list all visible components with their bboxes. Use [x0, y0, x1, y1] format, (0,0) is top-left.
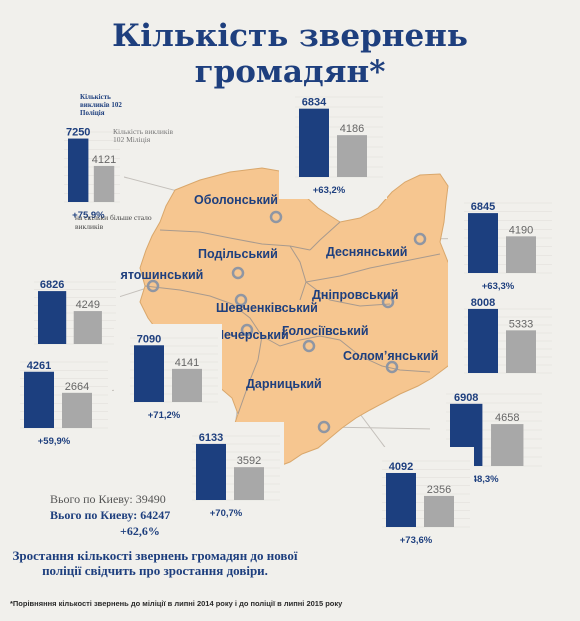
growth-label: +63,2% — [313, 185, 346, 196]
district-label: Голосіївський — [282, 324, 369, 338]
district-markers — [146, 210, 427, 434]
bar-militia — [337, 135, 367, 177]
bar-militia — [73, 311, 102, 344]
page-title: Кількість звернень громадян* — [0, 18, 580, 90]
value-label-police: 4092 — [389, 461, 413, 473]
district-bar-chart: 7090 4141 +71,2% — [114, 324, 222, 424]
bar-police — [38, 291, 67, 344]
legend-militia: Кількість викликів 102 Міліція — [113, 127, 174, 144]
value-label-militia: 4141 — [175, 357, 199, 369]
district-label: Подільський — [198, 247, 278, 261]
district-marker — [234, 293, 248, 307]
total-growth: +62,6% — [120, 524, 160, 538]
bar-police — [468, 213, 498, 273]
bar-police — [386, 472, 416, 527]
district-marker — [146, 279, 160, 293]
district-label: Шевченківський — [216, 301, 318, 315]
value-label-militia: 2664 — [65, 381, 89, 393]
value-label-police: 6834 — [302, 97, 327, 109]
district-label: Оболонський — [194, 193, 278, 207]
bar-police — [24, 371, 54, 428]
growth-label: +73,6% — [400, 535, 433, 546]
chart-background — [114, 324, 222, 424]
bar-militia — [93, 165, 115, 202]
bar-militia — [424, 495, 454, 527]
district-label: Дарницький — [246, 377, 322, 391]
value-label-police: 4261 — [27, 360, 51, 372]
total-police: Вього по Киеву: 64247 — [50, 508, 171, 522]
district-bar-chart: 4092 2356 +73,6% — [366, 447, 474, 549]
district-marker — [231, 266, 245, 280]
bar-militia — [234, 467, 264, 500]
legend-police: Кількість викликів 102 Поліція — [80, 93, 122, 117]
growth-label: +59,9% — [38, 436, 71, 447]
bar-police — [299, 108, 329, 177]
value-label-police: 7090 — [137, 333, 161, 345]
value-label-police: 8008 — [471, 297, 495, 309]
growth-label: +70,7% — [210, 508, 243, 519]
district-borders — [144, 221, 441, 415]
value-label-militia: 5333 — [509, 318, 533, 330]
value-label-militia: 3592 — [237, 455, 261, 467]
chart-background — [448, 189, 556, 295]
district-bar-chart: 7250 4121 +75,9% — [48, 118, 124, 224]
value-label-police: 7250 — [66, 127, 90, 139]
district-label: Соломʼянський — [343, 349, 438, 363]
value-label-militia: 4249 — [76, 299, 100, 311]
bar-militia — [491, 424, 524, 466]
legend-growth: на скільки більше стало викликів — [75, 213, 152, 231]
chart-background — [176, 422, 284, 522]
chart-background — [448, 295, 556, 395]
district-bar-chart: 6834 4186 +63,2% — [279, 83, 387, 199]
district-bar-chart: 4261 2664 +59,9% — [4, 348, 112, 450]
chart-background — [366, 447, 474, 549]
growth-label: +71,2% — [148, 410, 181, 421]
growth-label: +63,3% — [482, 281, 515, 292]
bar-police — [134, 345, 164, 402]
value-label-police: 6133 — [199, 432, 223, 444]
district-label: Печерський — [215, 328, 289, 342]
value-label-police: 6826 — [40, 279, 64, 291]
bar-militia — [172, 368, 202, 402]
district-label: Дніпровський — [312, 288, 398, 302]
district-marker — [317, 420, 331, 434]
conclusion-text: Зростання кількості звернень громадян до… — [12, 548, 298, 578]
footnote: *Порівняння кількості звернень до міліці… — [10, 599, 343, 608]
district-label: Деснянський — [326, 245, 407, 259]
district-bar-chart: 6133 3592 +70,7% — [176, 422, 284, 522]
value-label-militia: 4186 — [340, 123, 364, 135]
value-label-militia: 4658 — [495, 412, 519, 424]
bar-militia — [506, 330, 536, 373]
district-label: Святошинський — [104, 268, 203, 282]
bar-militia — [62, 392, 92, 428]
bar-police — [468, 308, 498, 373]
district-marker — [240, 323, 254, 337]
district-marker — [413, 232, 427, 246]
bar-militia — [506, 236, 536, 273]
district-marker — [381, 295, 395, 309]
value-label-militia: 4190 — [509, 224, 533, 236]
growth-label: +75,9% — [72, 210, 105, 221]
chart-background — [279, 83, 387, 199]
district-labels: Оболонський Подільський Деснянський Святоши… — [104, 193, 438, 391]
district-marker — [385, 360, 399, 374]
district-marker — [269, 210, 283, 224]
value-label-militia: 2356 — [427, 484, 451, 496]
bar-police — [68, 138, 89, 202]
title-line-2: громадян* — [194, 54, 386, 90]
district-bar-chart: 6845 4190 +63,3% — [448, 189, 556, 295]
value-label-police: 6908 — [454, 392, 478, 404]
growth-label: +48,3% — [466, 474, 499, 485]
value-label-militia: 4121 — [92, 154, 116, 166]
district-marker — [302, 339, 316, 353]
bar-police — [196, 443, 226, 500]
chart-background — [4, 348, 112, 450]
bar-charts: 7250 4121 +75,9% 6834 4186 +63,2% 6845 4190 +63,… — [4, 83, 556, 549]
title-line-1: Кількість звернень — [112, 18, 468, 54]
total-militia: Вього по Киеву: 39490 — [50, 492, 166, 506]
value-label-police: 6845 — [471, 201, 495, 213]
